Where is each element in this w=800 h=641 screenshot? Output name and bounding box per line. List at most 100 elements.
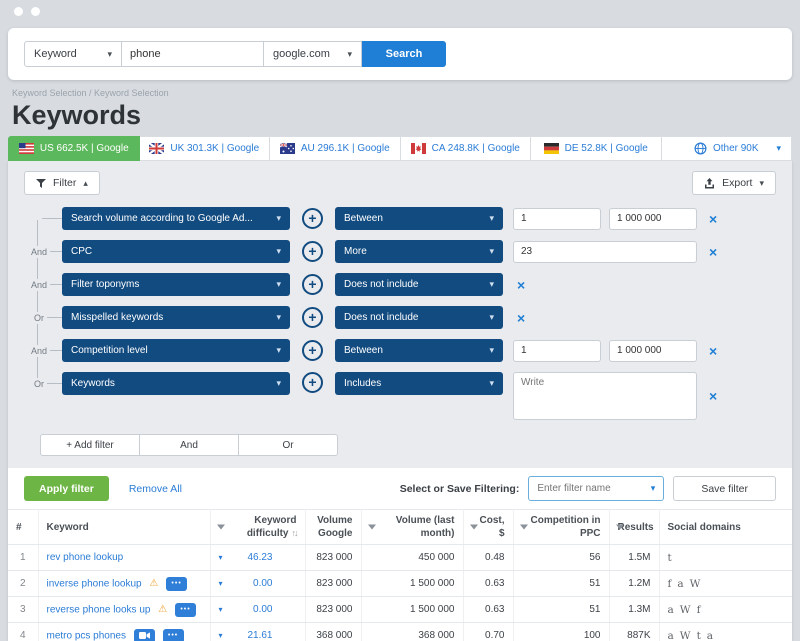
filter-operator-dropdown[interactable]: Between ▾: [335, 207, 503, 230]
filter-name-combobox[interactable]: ▾: [528, 476, 664, 501]
tab-other[interactable]: Other 90K ▾: [662, 136, 793, 161]
header-competition-ppc[interactable]: Competition in PPC: [513, 510, 609, 545]
facebook-icon[interactable]: f: [697, 604, 701, 616]
search-engine-select[interactable]: google.com ▾: [264, 41, 362, 67]
tab-label: UK 301.3K | Google: [170, 143, 259, 154]
tab-au[interactable]: AU 296.1K | Google: [270, 136, 401, 161]
filter-operator-dropdown[interactable]: Includes ▾: [335, 372, 503, 395]
wikipedia-icon[interactable]: W: [680, 604, 691, 616]
header-volume-last-month[interactable]: Volume (last month): [361, 510, 463, 545]
or-button[interactable]: Or: [238, 434, 338, 456]
filter-operator-dropdown[interactable]: Does not include ▾: [335, 306, 503, 329]
difficulty-expand-icon[interactable]: ▾: [219, 605, 223, 614]
wikipedia-icon[interactable]: W: [680, 630, 691, 641]
filter-name-input[interactable]: [537, 483, 637, 494]
window-dot[interactable]: [31, 7, 40, 16]
remove-filter-icon[interactable]: ×: [709, 344, 717, 358]
header-difficulty[interactable]: Keyword difficulty↑↓: [210, 510, 305, 545]
export-button[interactable]: Export ▾: [692, 171, 776, 195]
tab-us[interactable]: US 662.5K | Google: [8, 136, 140, 161]
sort-icon[interactable]: ↑↓: [292, 528, 297, 538]
difficulty-expand-icon[interactable]: ▾: [219, 631, 223, 640]
keyword-link[interactable]: reverse phone looks up: [47, 604, 151, 615]
difficulty-value[interactable]: 46.23: [247, 552, 296, 563]
filter-field-dropdown[interactable]: CPC ▾: [62, 240, 290, 263]
video-camera-icon[interactable]: [134, 629, 155, 641]
filter-operator-dropdown[interactable]: Between ▾: [335, 339, 503, 362]
difficulty-cell: ▾ 0.00: [210, 571, 305, 597]
filter-value-input[interactable]: [513, 241, 697, 263]
tab-uk[interactable]: UK 301.3K | Google: [140, 136, 271, 161]
add-condition-button[interactable]: +: [302, 340, 323, 361]
column-filter-icon[interactable]: [616, 525, 624, 530]
amazon-icon[interactable]: a: [668, 604, 674, 616]
filter-bottom-buttons: + Add filter And Or: [40, 434, 784, 456]
add-condition-button[interactable]: +: [302, 372, 323, 393]
filter-value-min-input[interactable]: [513, 208, 601, 230]
twitter-icon[interactable]: t: [668, 552, 672, 564]
filter-field-dropdown[interactable]: Filter toponyms ▾: [62, 273, 290, 296]
difficulty-value[interactable]: 21.61: [247, 630, 296, 641]
filter-value-min-input[interactable]: [513, 340, 601, 362]
add-condition-button[interactable]: +: [302, 208, 323, 229]
remove-filter-icon[interactable]: ×: [517, 311, 525, 325]
chat-bubble-icon[interactable]: •••: [166, 577, 187, 591]
filter-operator-dropdown[interactable]: Does not include ▾: [335, 273, 503, 296]
column-filter-icon[interactable]: [470, 525, 478, 530]
filter-field-dropdown[interactable]: Keywords ▾: [62, 372, 290, 395]
amazon-icon[interactable]: a: [668, 630, 674, 641]
chevron-down-icon: ▾: [347, 49, 352, 60]
de-flag-icon: [544, 143, 559, 154]
filter-toggle-button[interactable]: Filter ▴: [24, 171, 100, 195]
header-volume-google[interactable]: Volume Google: [305, 510, 361, 545]
remove-filter-icon[interactable]: ×: [709, 245, 717, 259]
keyword-link[interactable]: rev phone lookup: [47, 552, 124, 563]
search-type-dropdown[interactable]: Keyword ▾: [24, 41, 122, 67]
filter-field-dropdown[interactable]: Misspelled keywords ▾: [62, 306, 290, 329]
column-filter-icon[interactable]: [368, 525, 376, 530]
search-input[interactable]: [122, 41, 264, 67]
chevron-down-icon: ▾: [759, 178, 764, 189]
apply-filter-button[interactable]: Apply filter: [24, 476, 109, 501]
wikipedia-icon[interactable]: W: [690, 578, 701, 590]
and-button[interactable]: And: [139, 434, 239, 456]
amazon-icon[interactable]: a: [677, 578, 683, 590]
keyword-link[interactable]: inverse phone lookup: [47, 578, 142, 589]
difficulty-value[interactable]: 0.00: [253, 578, 296, 589]
header-cost[interactable]: Cost, $: [463, 510, 513, 545]
difficulty-value[interactable]: 0.00: [253, 604, 296, 615]
chevron-down-icon: ▾: [276, 279, 281, 290]
keyword-link[interactable]: metro pcs phones: [47, 630, 127, 641]
add-condition-button[interactable]: +: [302, 241, 323, 262]
window-dot[interactable]: [14, 7, 23, 16]
add-condition-button[interactable]: +: [302, 274, 323, 295]
chat-bubble-icon[interactable]: •••: [175, 603, 196, 617]
header-results[interactable]: Results: [609, 510, 659, 545]
search-bar: Keyword ▾ google.com ▾ Search: [24, 41, 446, 67]
remove-filter-icon[interactable]: ×: [709, 212, 717, 226]
filter-operator-dropdown[interactable]: More ▾: [335, 240, 503, 263]
filter-value-max-input[interactable]: [609, 340, 697, 362]
more-options-icon[interactable]: •••: [163, 629, 184, 641]
twitter-icon[interactable]: t: [697, 630, 701, 641]
remove-filter-icon[interactable]: ×: [517, 278, 525, 292]
difficulty-expand-icon[interactable]: ▾: [219, 579, 223, 588]
facebook-icon[interactable]: f: [668, 578, 672, 590]
difficulty-expand-icon[interactable]: ▾: [219, 553, 223, 562]
filter-field-dropdown[interactable]: Search volume according to Google Ad... …: [62, 207, 290, 230]
save-filter-button[interactable]: Save filter: [673, 476, 776, 501]
tab-ca[interactable]: CA 248.8K | Google: [401, 136, 532, 161]
amazon-icon[interactable]: a: [707, 630, 713, 641]
connector-label: And: [28, 279, 50, 291]
filter-keywords-textarea[interactable]: [513, 372, 697, 420]
search-button[interactable]: Search: [362, 41, 446, 67]
tab-de[interactable]: DE 52.8K | Google: [531, 136, 662, 161]
column-filter-icon[interactable]: [217, 525, 225, 530]
column-filter-icon[interactable]: [520, 525, 528, 530]
add-filter-button[interactable]: + Add filter: [40, 434, 140, 456]
filter-value-max-input[interactable]: [609, 208, 697, 230]
filter-field-dropdown[interactable]: Competition level ▾: [62, 339, 290, 362]
remove-filter-icon[interactable]: ×: [709, 389, 717, 403]
remove-all-link[interactable]: Remove All: [129, 483, 182, 495]
add-condition-button[interactable]: +: [302, 307, 323, 328]
